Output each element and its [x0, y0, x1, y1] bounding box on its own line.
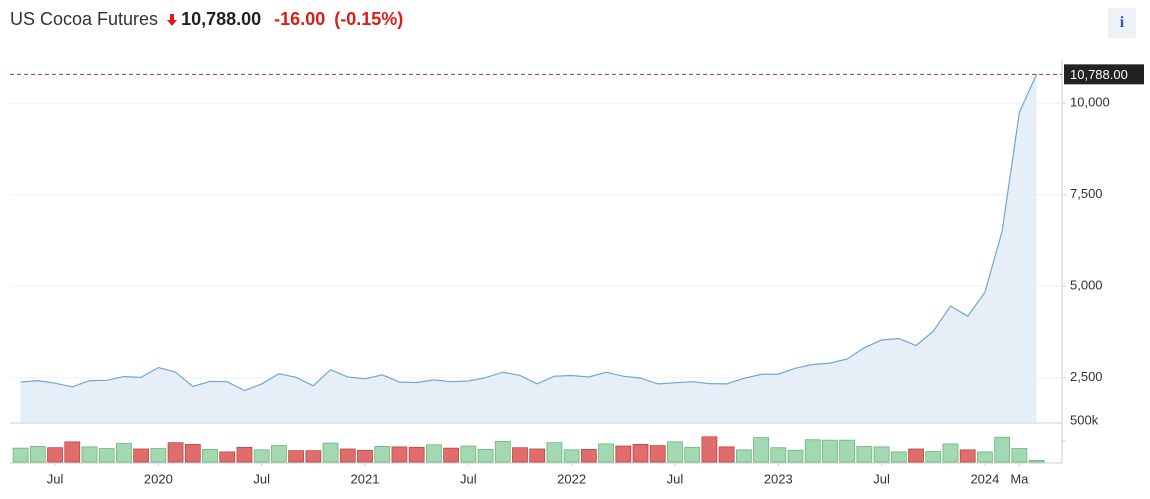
- volume-bar: [12, 447, 29, 463]
- x-tick-label: Jul: [460, 471, 477, 486]
- volume-bar: [873, 446, 890, 463]
- volume-bar: [994, 436, 1011, 463]
- volume-bar: [856, 446, 873, 463]
- price-line: [20, 74, 1038, 392]
- volume-bar: [374, 446, 391, 463]
- volume-tick-label: 500k: [1070, 412, 1099, 427]
- volume-bar: [546, 442, 563, 463]
- volume-bar: [632, 443, 649, 463]
- x-tick-label: Jul: [873, 471, 890, 486]
- y-tick-label: 7,500: [1070, 186, 1103, 201]
- volume-bar: [219, 451, 236, 463]
- volume-bar: [322, 442, 339, 463]
- x-tick-label: 2023: [764, 471, 793, 486]
- volume-bar: [305, 450, 322, 463]
- volume-bar: [64, 441, 81, 463]
- volume-bar: [236, 446, 253, 463]
- volume-bar: [288, 450, 305, 463]
- volume-bar: [942, 443, 959, 463]
- volume-bar: [150, 448, 167, 463]
- volume-bar: [822, 439, 838, 463]
- y-tick-label: 5,000: [1070, 278, 1103, 293]
- volume-bar: [718, 446, 735, 463]
- volume-bar: [184, 443, 201, 463]
- volume-bar: [890, 451, 907, 463]
- volume-bar: [735, 449, 752, 463]
- volume-bar: [649, 445, 666, 463]
- volume-bar: [598, 443, 614, 463]
- volume-bar: [839, 439, 856, 463]
- x-tick-label: Jul: [253, 471, 270, 486]
- volume-bar: [1028, 459, 1045, 463]
- volume-bar: [443, 447, 460, 463]
- x-tick-label: 2022: [557, 471, 586, 486]
- volume-bar: [701, 436, 718, 463]
- x-tick-label: 2020: [144, 471, 173, 486]
- volume-bar: [615, 445, 632, 463]
- change-percent: (-0.15%): [334, 9, 404, 29]
- volume-bar: [339, 448, 356, 463]
- x-tick-label: 2024: [970, 471, 999, 486]
- volume-bar: [357, 449, 373, 463]
- x-tick-label: Jul: [47, 471, 64, 486]
- price: 10,788.00: [181, 9, 262, 29]
- x-tick-label: Jul: [667, 471, 684, 486]
- volume-bar: [667, 441, 683, 463]
- volume-bar: [1011, 448, 1028, 463]
- area: [20, 74, 1037, 423]
- last-value-box: [1064, 64, 1144, 85]
- volume-bar: [512, 447, 528, 463]
- volume-bar: [29, 446, 46, 463]
- volume-bar: [81, 446, 98, 463]
- volume-bar: [563, 449, 580, 463]
- volume-bar: [116, 443, 132, 463]
- info-button[interactable]: i: [1108, 8, 1136, 38]
- volume-bar: [684, 446, 701, 463]
- volume-bar: [804, 439, 821, 463]
- last-value-label: 10,788.00: [1070, 67, 1128, 82]
- volume-bar: [770, 447, 787, 463]
- volume-bar: [133, 448, 150, 463]
- volume-bar: [202, 449, 218, 463]
- change: -16.00: [274, 9, 326, 29]
- volume-bar: [98, 448, 115, 463]
- volume-bar: [977, 451, 993, 463]
- volume-bar: [460, 445, 477, 463]
- volume-bar: [753, 437, 769, 463]
- down-arrow: [167, 14, 178, 27]
- volume-bar: [477, 449, 494, 463]
- x-tick-label: 2021: [351, 471, 380, 486]
- x-tick-label: Ma: [1010, 471, 1029, 486]
- volume-bar: [47, 447, 63, 463]
- volume-bar: [270, 445, 287, 463]
- volume-bar: [925, 451, 942, 463]
- volume-bar: [787, 449, 804, 463]
- volume-bar: [908, 448, 924, 463]
- volume-bar: [408, 446, 425, 463]
- volume-bar: [391, 446, 408, 463]
- volume-bar: [167, 442, 184, 463]
- volume-bar: [580, 449, 597, 463]
- volume-bar: [425, 444, 442, 463]
- header: US Cocoa Futures 10,788.00 -16.00 (-0.15…: [10, 9, 403, 30]
- volume-bar: [253, 449, 270, 463]
- volume-bar: [959, 449, 976, 463]
- title: US Cocoa Futures: [10, 9, 159, 29]
- volume-bar: [529, 448, 546, 463]
- volume-bar: [494, 441, 511, 463]
- y-tick-label: 10,000: [1070, 95, 1110, 110]
- y-tick-label: 2,500: [1070, 369, 1103, 384]
